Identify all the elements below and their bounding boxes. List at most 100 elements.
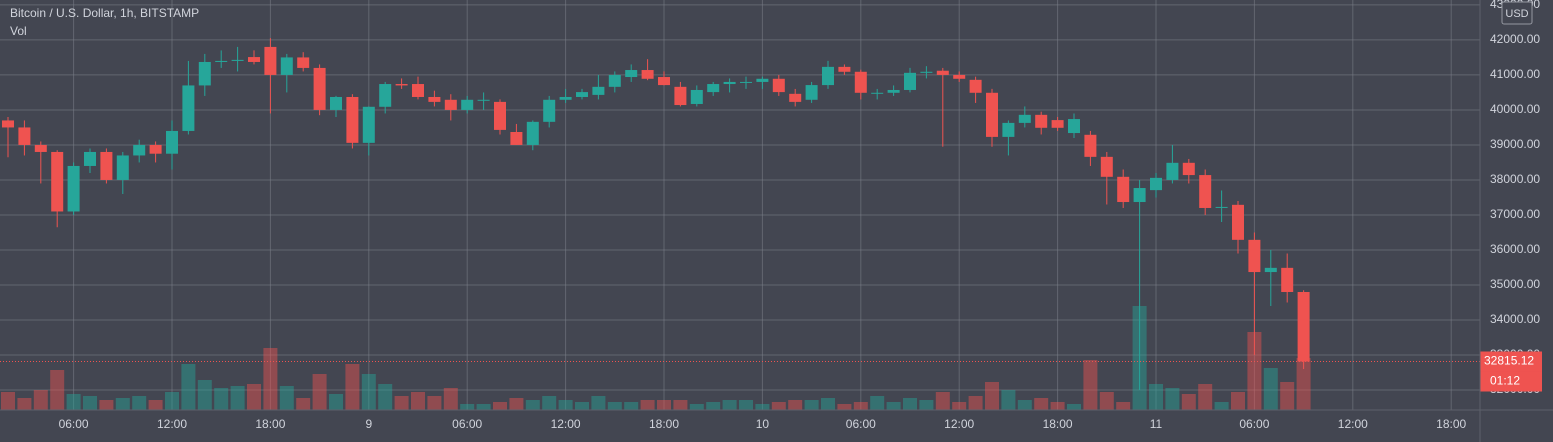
- candle-body: [84, 151, 96, 166]
- candle-body: [559, 96, 572, 100]
- candle-body: [822, 66, 834, 86]
- volume-bar: [1263, 368, 1278, 410]
- volume-bar: [821, 398, 835, 410]
- candle-body: [166, 130, 178, 154]
- volume-bar: [755, 404, 770, 410]
- candle-body: [608, 74, 621, 87]
- candle-body: [346, 96, 359, 143]
- candle-body: [690, 89, 703, 104]
- x-tick-label: 12:00: [157, 417, 187, 431]
- volume-bar: [952, 402, 967, 410]
- candle-body: [1281, 267, 1294, 293]
- candle-body: [2, 120, 14, 128]
- last-price-tag: [1480, 351, 1542, 372]
- volume-bar: [1, 392, 15, 410]
- candle-body: [576, 92, 588, 97]
- candle-body: [838, 66, 851, 72]
- volume-bar: [1116, 402, 1131, 410]
- candle-body: [149, 144, 162, 154]
- volume-bar: [591, 396, 606, 410]
- volume-bar: [1001, 390, 1016, 410]
- candle-body: [1232, 204, 1244, 240]
- volume-bar: [1050, 402, 1065, 410]
- volume-bar: [1099, 392, 1114, 410]
- candle-body: [444, 99, 457, 110]
- candle-layer: [0, 38, 1480, 391]
- candle-body: [1182, 162, 1195, 176]
- volume-bar: [1067, 404, 1081, 410]
- y-tick-label: 42000.00: [1490, 32, 1540, 46]
- x-tick-label: 06:00: [59, 417, 89, 431]
- candle-body: [789, 93, 802, 102]
- volume-bar: [804, 400, 819, 410]
- volume-bar: [525, 400, 540, 410]
- candle-body: [412, 84, 424, 97]
- candle-body: [772, 78, 785, 93]
- candle-body: [1264, 267, 1277, 273]
- candle-body: [526, 121, 539, 145]
- x-tick-label: 11: [1150, 417, 1163, 431]
- x-tick-label: 18:00: [255, 417, 285, 431]
- volume-bar: [132, 396, 147, 410]
- candle-body: [740, 81, 752, 83]
- volume-bar: [739, 400, 753, 410]
- candle-body: [510, 131, 523, 145]
- candle-body: [133, 144, 146, 156]
- candle-body: [330, 96, 342, 110]
- candle-body: [756, 78, 769, 82]
- volume-bar: [165, 392, 179, 410]
- x-tick-label: 10: [756, 417, 770, 431]
- volume-bar: [443, 388, 458, 410]
- candle-body: [1018, 114, 1031, 123]
- candle-body: [658, 77, 670, 86]
- y-tick-label: 39000.00: [1490, 137, 1540, 151]
- volume-bar: [50, 370, 65, 410]
- candle-body: [248, 57, 260, 62]
- volume-bar: [411, 392, 425, 410]
- volume-bar: [1214, 402, 1229, 410]
- x-tick-label: 9: [365, 417, 372, 431]
- volume-layer: [1, 306, 1311, 410]
- volume-bar: [83, 396, 97, 410]
- candle-body: [313, 67, 326, 110]
- candle-body: [1215, 206, 1228, 208]
- volume-bar: [296, 398, 311, 410]
- volume-bar: [181, 364, 196, 410]
- volume-bar: [607, 402, 622, 410]
- volume-bar: [361, 374, 376, 410]
- candle-body: [379, 84, 392, 107]
- candle-body: [543, 99, 556, 122]
- candle-body: [707, 84, 720, 93]
- volume-bar: [689, 404, 704, 410]
- candle-body: [1035, 114, 1048, 128]
- candle-body: [625, 70, 638, 78]
- x-tick-label: 12:00: [1338, 417, 1368, 431]
- volume-bar: [558, 400, 573, 410]
- candle-body: [1084, 134, 1097, 157]
- candle-body: [461, 99, 474, 110]
- currency-box[interactable]: [1501, 1, 1533, 25]
- candle-body: [1248, 239, 1261, 273]
- candle-body: [1002, 122, 1015, 137]
- volume-bar: [919, 400, 934, 410]
- volume-bar: [197, 380, 212, 410]
- candle-body: [67, 165, 80, 212]
- volume-bar: [640, 400, 655, 410]
- volume-bar: [985, 382, 999, 410]
- volume-bar: [329, 394, 343, 410]
- volume-bar: [427, 396, 442, 410]
- y-tick-label: 36000.00: [1490, 242, 1540, 256]
- candle-body: [231, 59, 244, 61]
- volume-bar: [1017, 400, 1032, 410]
- candle-body: [494, 101, 506, 130]
- candle-body: [969, 79, 982, 93]
- volume-bar: [706, 402, 721, 410]
- y-tick-label: 40000.00: [1490, 102, 1540, 116]
- volume-bar: [33, 390, 48, 410]
- candle-body: [1199, 175, 1212, 208]
- volume-bar: [66, 394, 81, 410]
- candle-body: [116, 155, 129, 180]
- currency[interactable]: USD: [1505, 8, 1528, 20]
